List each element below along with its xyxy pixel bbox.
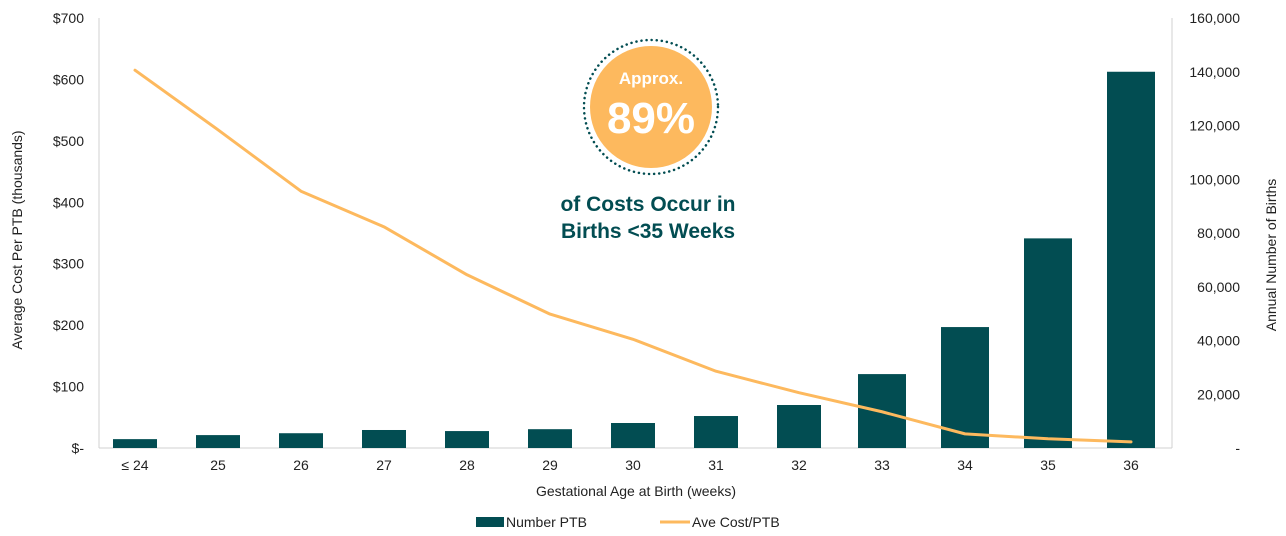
- x-tick-label: 30: [625, 457, 641, 473]
- y2-tick-label: 120,000: [1189, 118, 1240, 134]
- bar-5: [528, 429, 572, 448]
- bar-8: [777, 405, 821, 448]
- bar-12: [1107, 71, 1155, 448]
- x-tick-label: 33: [874, 457, 890, 473]
- bar-7: [694, 416, 738, 448]
- badge-value: 89%: [607, 94, 695, 143]
- y-tick-label: $500: [53, 133, 84, 149]
- x-tick-label: 32: [791, 457, 807, 473]
- y-tick-label: $100: [53, 379, 84, 395]
- y-axis-title: Average Cost Per PTB (thousands): [9, 130, 25, 349]
- y2-tick-label: 20,000: [1197, 386, 1240, 402]
- x-tick-label: 28: [459, 457, 475, 473]
- badge-dotted-ring: [582, 38, 720, 176]
- bar-1: [196, 435, 240, 448]
- y-tick-label: $700: [53, 10, 84, 26]
- y2-tick-label: 100,000: [1189, 171, 1240, 187]
- x-tick-label: 35: [1040, 457, 1056, 473]
- bar-4: [445, 431, 489, 448]
- y2-tick-label: 40,000: [1197, 333, 1240, 349]
- x-tick-label: 26: [293, 457, 309, 473]
- x-tick-label: 34: [957, 457, 973, 473]
- badge-top-text: Approx.: [619, 69, 683, 88]
- bar-0: [113, 439, 157, 448]
- legend-swatch-bar: [476, 517, 504, 527]
- bar-10: [941, 327, 989, 448]
- y2-tick-label: 140,000: [1189, 64, 1240, 80]
- x-tick-label: 27: [376, 457, 392, 473]
- y2-tick-label: 160,000: [1189, 10, 1240, 26]
- y-tick-label: $200: [53, 317, 84, 333]
- x-tick-label: 31: [708, 457, 724, 473]
- annotation-line-1: of Costs Occur in: [560, 193, 735, 216]
- bar-6: [611, 423, 655, 448]
- y2-tick-label: 80,000: [1197, 225, 1240, 241]
- annotation-line-2: Births <35 Weeks: [561, 220, 735, 243]
- y-tick-label: $400: [53, 194, 84, 210]
- x-axis-title: Gestational Age at Birth (weeks): [536, 483, 736, 499]
- x-tick-label: 36: [1123, 457, 1139, 473]
- y2-tick-label: -: [1235, 440, 1240, 456]
- annotation: Approx. 89% of Costs Occur in Births <35…: [560, 38, 736, 243]
- legend-label-line: Ave Cost/PTB: [692, 514, 780, 530]
- x-tick-label: 25: [210, 457, 226, 473]
- bar-3: [362, 429, 406, 448]
- bar-11: [1024, 238, 1072, 448]
- legend: Number PTB Ave Cost/PTB: [476, 514, 780, 530]
- y2-tick-label: 60,000: [1197, 279, 1240, 295]
- y-tick-label: $-: [72, 440, 85, 456]
- x-tick-label: 29: [542, 457, 558, 473]
- x-tick-label: ≤ 24: [121, 457, 148, 473]
- badge-circle: [590, 46, 712, 168]
- bar-2: [279, 433, 323, 448]
- y-tick-label: $300: [53, 256, 84, 272]
- y2-axis-title: Annual Number of Births: [1263, 179, 1279, 332]
- y-tick-label: $600: [53, 71, 84, 87]
- legend-label-bar: Number PTB: [506, 514, 587, 530]
